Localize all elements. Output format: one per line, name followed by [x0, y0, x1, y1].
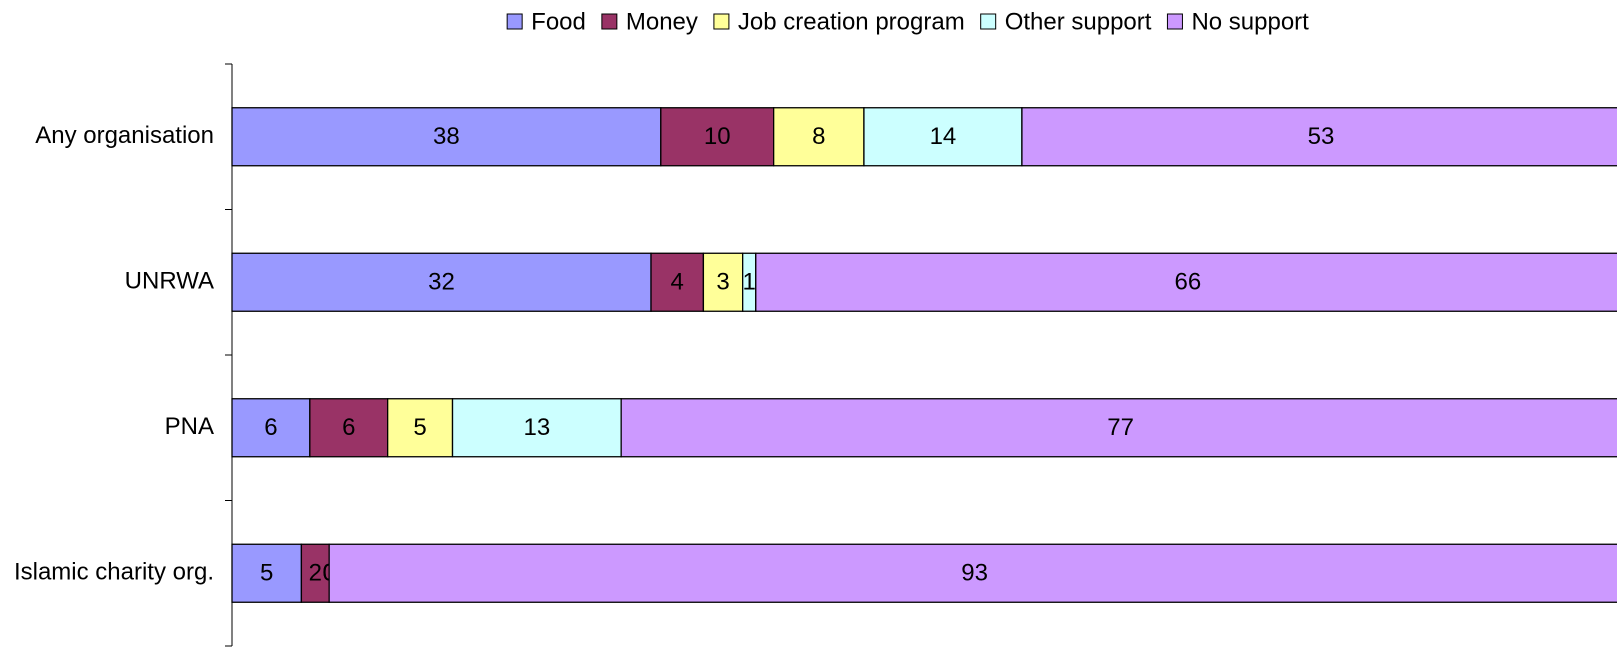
- legend-swatch: [713, 13, 730, 30]
- bar-segment: [863, 107, 1023, 167]
- data-label: 1: [743, 269, 756, 296]
- bar-segment: [620, 398, 1617, 458]
- legend-swatch: [506, 13, 523, 30]
- legend-swatch: [1166, 13, 1183, 30]
- legend-label: Food: [531, 8, 586, 35]
- data-label: 53: [1308, 123, 1335, 150]
- data-label: 14: [930, 123, 957, 150]
- data-label: 6: [342, 414, 355, 441]
- data-label: 2: [309, 560, 322, 587]
- bar-segment: [309, 398, 389, 458]
- y-tick-label: Islamic charity org.: [14, 559, 214, 586]
- y-tick-label: Any organisation: [35, 122, 214, 149]
- bar-segment: [231, 398, 311, 458]
- data-label: 77: [1107, 414, 1134, 441]
- data-label: 38: [433, 123, 460, 150]
- data-label: 5: [260, 560, 273, 587]
- bar-segment: [1021, 107, 1617, 167]
- y-tick-label: PNA: [165, 413, 214, 440]
- data-label: 6: [264, 414, 277, 441]
- legend-label: Money: [626, 8, 698, 35]
- bar-segment: [328, 543, 1617, 603]
- bar-segment: [755, 252, 1617, 312]
- data-label: 5: [413, 414, 426, 441]
- data-label: 3: [716, 269, 729, 296]
- bar-segment: [702, 252, 744, 312]
- bar-segment: [231, 252, 652, 312]
- data-label: 4: [671, 269, 684, 296]
- legend-swatch: [601, 13, 618, 30]
- bar-segment: [451, 398, 622, 458]
- data-label: 10: [704, 123, 731, 150]
- bar-segment: [231, 543, 303, 603]
- bar-segment: [300, 543, 330, 603]
- data-label: 13: [523, 414, 550, 441]
- data-label: 66: [1175, 269, 1202, 296]
- data-label: 93: [961, 560, 988, 587]
- legend-label: No support: [1191, 8, 1309, 35]
- y-tick-label: UNRWA: [125, 268, 214, 295]
- legend-swatch: [980, 13, 997, 30]
- data-label: 8: [812, 123, 825, 150]
- bar-segment: [650, 252, 705, 312]
- legend-label: Other support: [1005, 8, 1152, 35]
- bar-segment: [387, 398, 454, 458]
- legend-label: Job creation program: [738, 8, 965, 35]
- data-label: 32: [428, 269, 455, 296]
- bar-segment: [231, 107, 662, 167]
